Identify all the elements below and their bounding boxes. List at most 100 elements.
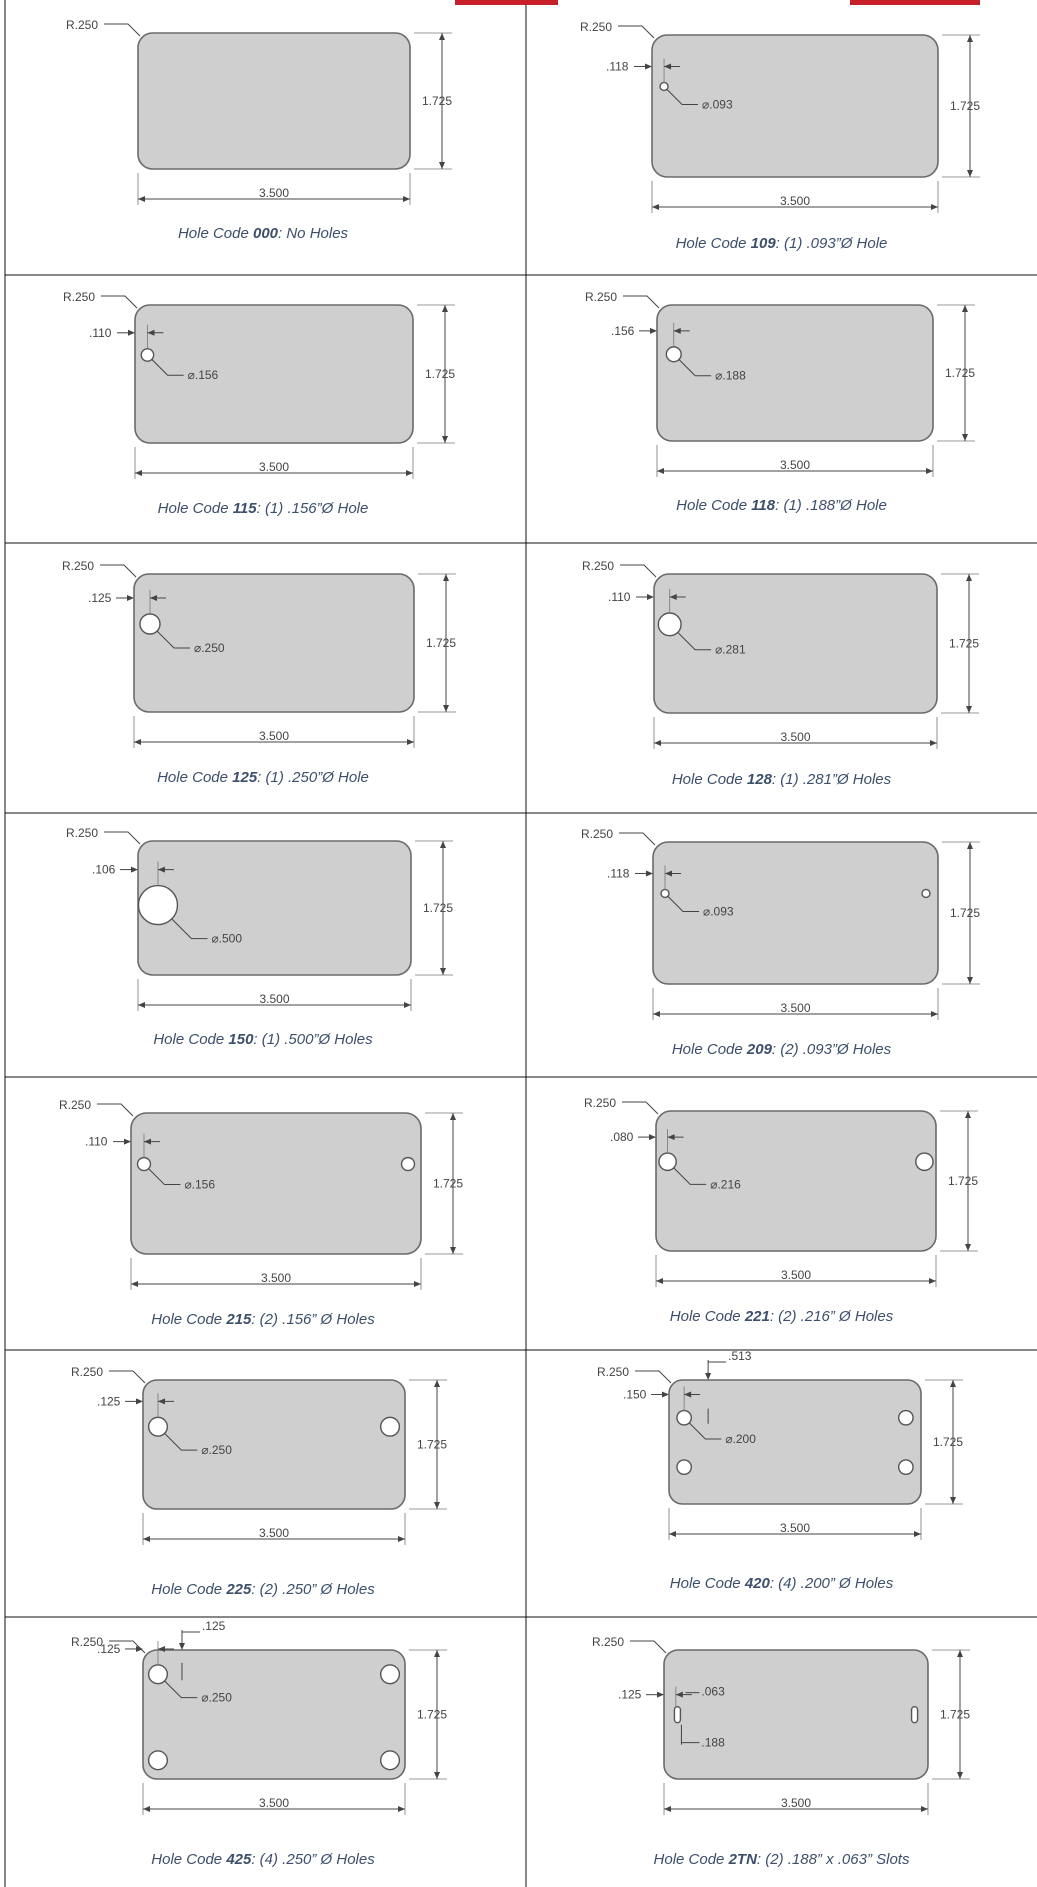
plate-outline [134,304,414,444]
height-arrow [440,841,446,848]
caption-215: Hole Code 215: (2) .156” Ø Holes [0,1311,526,1328]
caption-prefix: Hole Code [157,769,233,786]
width-arrow [664,1806,671,1812]
width-arrow [403,196,410,202]
height-arrow [950,1380,956,1387]
diameter-label: ⌀.093 [703,904,734,918]
offset-arrow [664,63,672,70]
plate-drawing-118: R.250 1.725 3.500 .156 ⌀.188 [585,290,975,477]
offset-label: .118 [607,866,630,880]
caption-suffix: : (2) .250” Ø Holes [251,1581,375,1598]
offset-arrow [650,327,657,334]
plate-outline [137,840,412,976]
diameter-label: ⌀.200 [725,1432,756,1446]
offset-label: .125 [97,1642,121,1656]
caption-suffix: : (1) .093”Ø Hole [775,235,888,252]
width-label: 3.500 [261,1271,291,1285]
mounting-hole [897,1459,914,1476]
height-arrow [442,305,448,312]
radius-leader [623,295,660,309]
plate-outline [133,573,415,713]
slot-width-label: .063 [701,1685,725,1699]
caption-125: Hole Code 125: (1) .250”Ø Hole [0,769,526,786]
height-label: 1.725 [950,906,980,920]
width-arrow [931,1011,938,1017]
hole-code: 128 [746,771,772,788]
offset-arrow [646,870,653,877]
width-arrow [135,470,142,476]
height-arrow [450,1113,456,1120]
caption-prefix: Hole Code [675,235,751,252]
mounting-hole [379,1416,401,1437]
plate-drawing-115: R.250 1.725 3.500 .110 ⌀.156 [63,290,455,479]
offset-arrow [665,870,673,877]
diameter-leader [673,1167,707,1185]
height-arrow [957,1772,963,1779]
red-accent-bar [850,0,980,5]
plate-outline [142,1649,406,1780]
height-arrow [434,1380,440,1387]
hole-code: 209 [746,1041,772,1058]
width-arrow [921,1806,928,1812]
caption-suffix: : (2) .188” x .063” Slots [756,1851,910,1868]
width-arrow [654,740,661,746]
mounting-hole [147,1416,169,1437]
radius-label: R.250 [582,559,614,573]
top-offset-arrow [705,1373,712,1380]
height-arrow [439,162,445,169]
width-arrow [404,1002,411,1008]
width-label: 3.500 [780,730,810,744]
plate-outline [137,32,411,170]
caption-109: Hole Code 109: (1) .093”Ø Hole [526,235,1037,252]
width-label: 3.500 [259,460,289,474]
plate-outline [668,1379,922,1505]
slot [673,1705,682,1724]
offset-label: .080 [610,1130,634,1144]
radius-leader [101,295,138,309]
width-label: 3.500 [259,1526,289,1540]
diameter-leader [171,918,208,940]
mounting-hole [897,1409,914,1426]
caption-150: Hole Code 150: (1) .500”Ø Holes [0,1031,526,1048]
caption-suffix: : No Holes [278,225,349,242]
height-arrow [967,977,973,984]
offset-label: .125 [88,591,112,605]
top-offset-label: .125 [202,1619,226,1633]
height-arrow [440,968,446,975]
plate-outline [655,1110,937,1252]
height-arrow [966,706,972,713]
offset-arrow [667,1134,675,1141]
caption-prefix: Hole Code [151,1851,227,1868]
radius-leader [104,23,141,37]
diameter-label: ⌀.250 [201,1691,232,1705]
diameter-label: ⌀.281 [715,643,746,657]
plate-drawing-109: R.250 1.725 3.500 .118 ⌀.093 [580,20,980,213]
radius-label: R.250 [584,1096,616,1110]
red-accent-bar [455,0,558,5]
caption-suffix: : (2) .216” Ø Holes [769,1308,894,1325]
width-label: 3.500 [780,194,810,208]
offset-arrow [662,1391,669,1398]
hole-code: 150 [228,1031,254,1048]
height-arrow [434,1772,440,1779]
mounting-hole [400,1156,416,1172]
diameter-leader [164,1680,198,1699]
offset-arrow [143,1138,151,1145]
offset-label: .125 [97,1394,121,1408]
offset-arrow [684,1391,692,1398]
width-label: 3.500 [259,992,289,1006]
diameter-leader [678,359,712,377]
caption-2TN: Hole Code 2TN: (2) .188” x .063” Slots [526,1851,1037,1868]
diameter-label: ⌀.156 [184,1178,215,1192]
diameter-leader [688,1422,722,1440]
width-arrow [143,1806,150,1812]
offset-arrow [673,327,681,334]
mounting-hole [147,1664,169,1685]
width-arrow [652,204,659,210]
height-label: 1.725 [426,636,456,650]
offset-arrow [128,329,135,336]
mounting-hole [379,1750,401,1771]
height-label: 1.725 [425,367,455,381]
radius-label: R.250 [71,1365,103,1379]
